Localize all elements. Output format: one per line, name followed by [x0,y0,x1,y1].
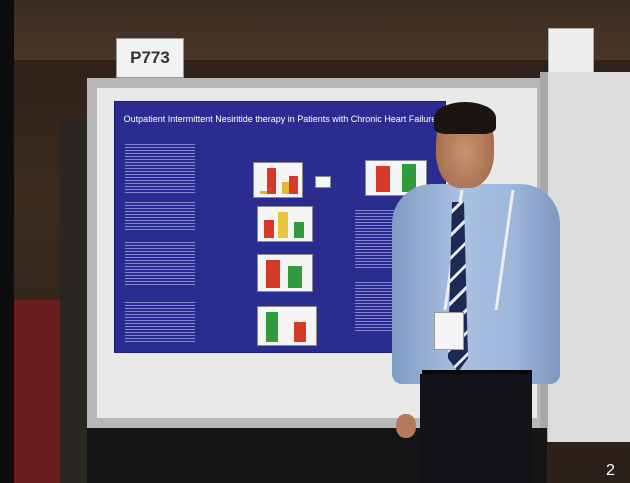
chart-bar [402,164,416,192]
chart-bar [264,220,274,238]
poster-small-box [315,176,331,188]
chart-bar [266,260,280,288]
poster-text-block [125,302,195,342]
adjacent-sign-board [548,28,594,76]
chart-bar [266,312,278,342]
poster-number-sign: P773 [116,38,184,78]
poster-text-block [125,144,195,194]
trousers [420,374,532,483]
adjacent-board [548,72,630,442]
poster-bar-chart [257,306,317,346]
name-badge [434,312,464,350]
poster-bar-chart [257,206,313,242]
chart-bar [278,212,288,238]
hair [434,102,496,134]
poster-title: Outpatient Intermittent Nesiritide thera… [123,114,437,124]
chart-bar [294,222,304,238]
ceiling [0,0,630,60]
poster-bar-chart [253,162,303,198]
poster-number: P773 [130,48,170,67]
shirt [392,184,560,384]
chart-bar [260,191,269,194]
left-wall [0,0,14,483]
chart-bar [289,176,298,194]
chart-bar [267,168,276,194]
chart-bar [376,166,390,192]
poster-text-block [125,202,195,232]
chart-bar [282,182,291,194]
poster-bar-chart [257,254,313,292]
chart-bar [288,266,302,288]
page-number: 2 [606,462,615,479]
poster-text-block [125,242,195,287]
chart-bar [294,322,306,342]
presenter-person [392,102,560,483]
hand [396,414,416,438]
